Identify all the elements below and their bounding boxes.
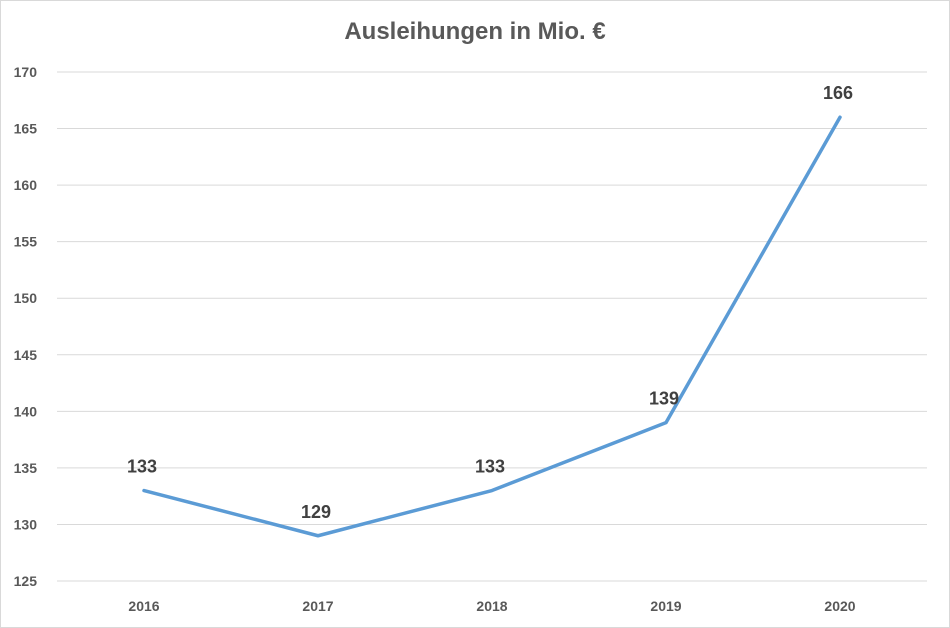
y-tick-label: 140 [14, 403, 38, 419]
x-tick-label: 2018 [476, 598, 507, 614]
y-tick-label: 155 [14, 234, 38, 250]
data-label: 133 [475, 457, 505, 477]
y-tick-label: 145 [14, 347, 38, 363]
y-tick-label: 125 [14, 573, 38, 589]
x-tick-label: 2020 [824, 598, 855, 614]
data-label: 166 [823, 83, 853, 103]
x-tick-label: 2016 [128, 598, 159, 614]
y-tick-label: 130 [14, 516, 38, 532]
y-tick-label: 160 [14, 177, 38, 193]
y-tick-label: 135 [14, 460, 38, 476]
y-tick-label: 150 [14, 290, 38, 306]
y-tick-label: 170 [14, 64, 38, 80]
data-label: 129 [301, 502, 331, 522]
x-tick-label: 2017 [302, 598, 333, 614]
y-tick-label: 165 [14, 121, 38, 137]
data-label: 139 [649, 389, 679, 409]
data-label: 133 [127, 457, 157, 477]
x-tick-label: 2019 [650, 598, 681, 614]
chart-title: Ausleihungen in Mio. € [344, 18, 606, 45]
